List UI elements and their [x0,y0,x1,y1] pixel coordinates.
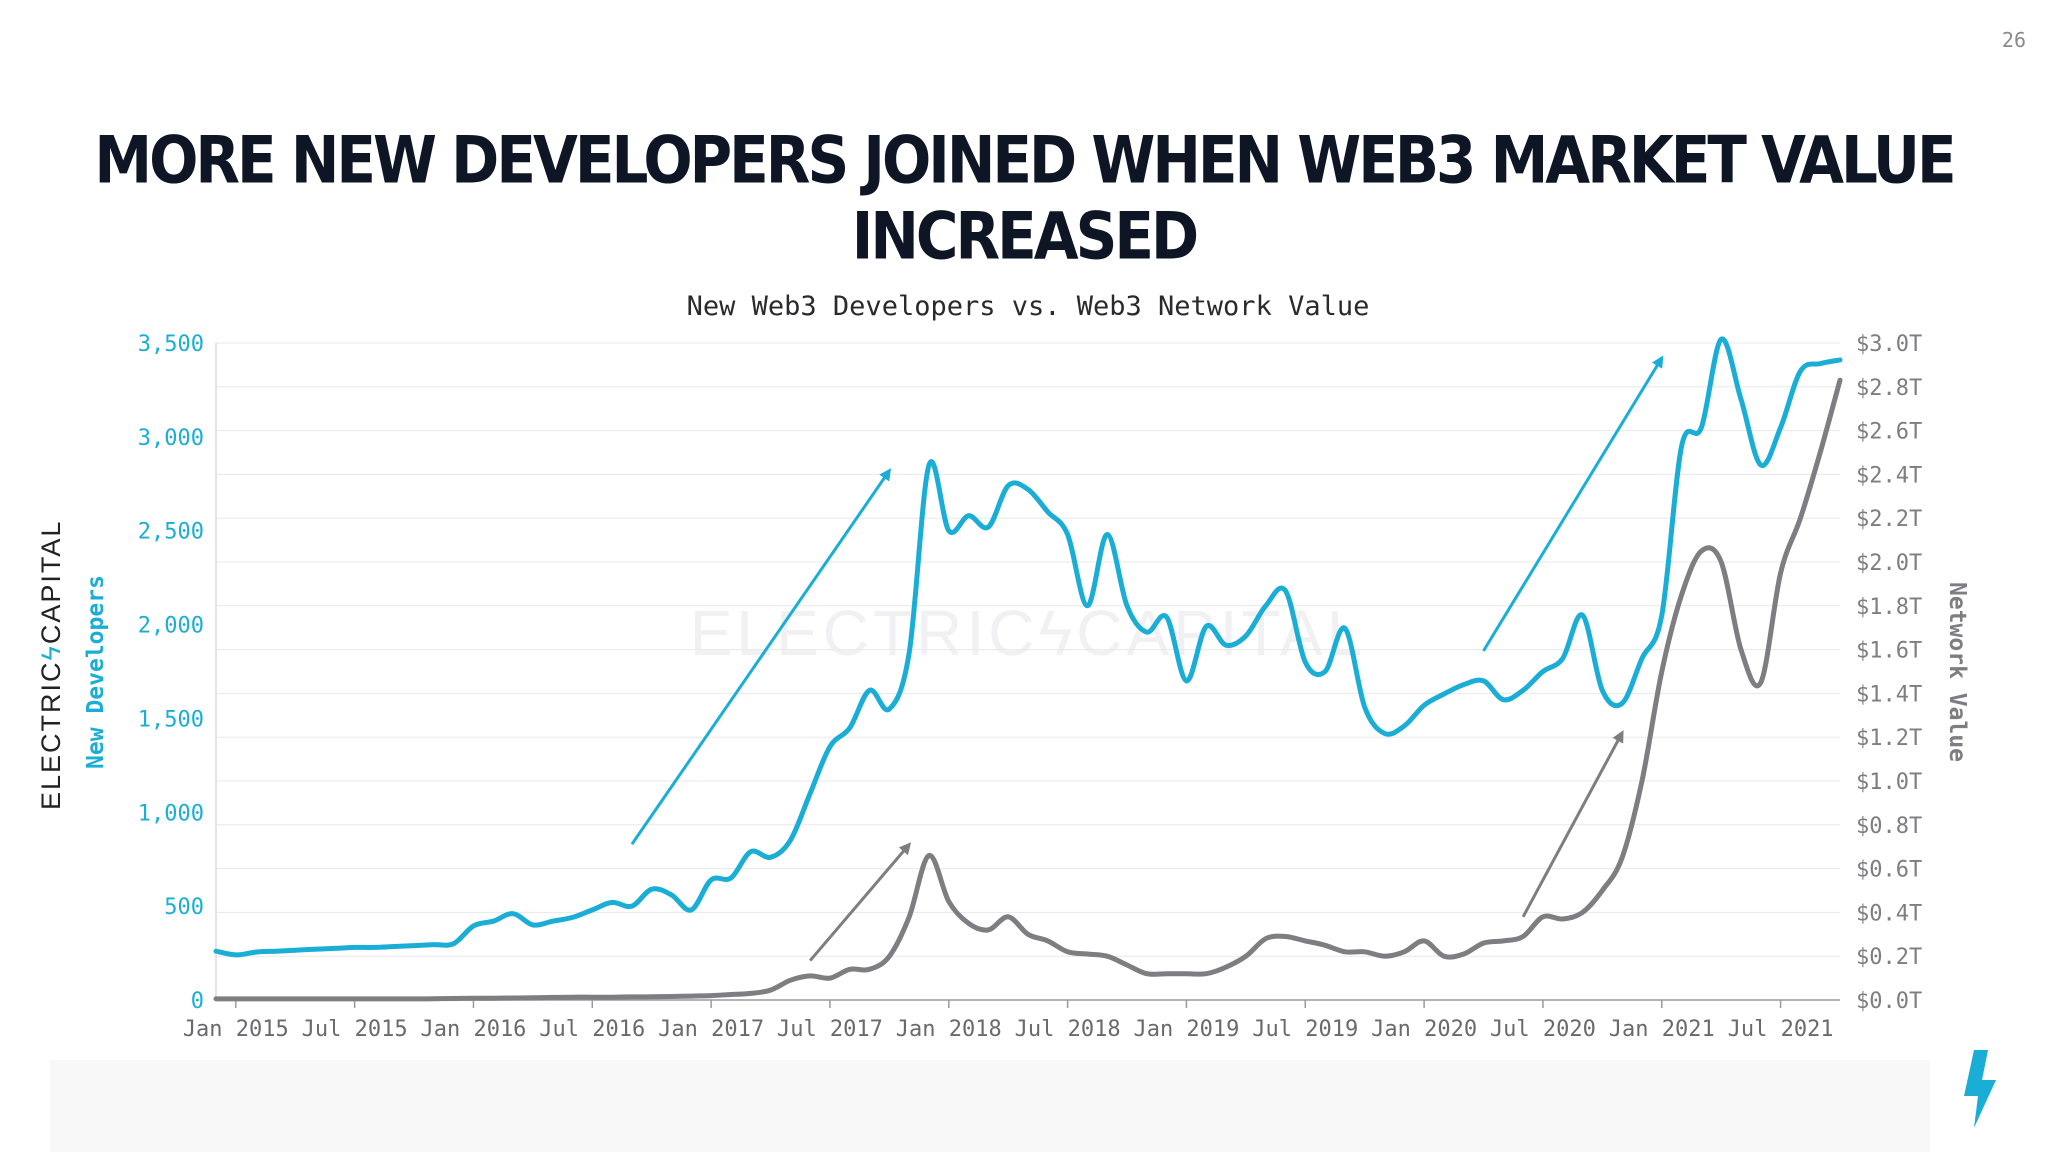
y-axis-right-title: Network Value [1944,582,1970,762]
y-tick-right-label: $2.4T [1856,463,1922,488]
y-tick-right-label: $0.8T [1856,814,1922,839]
x-tick-label: Jan 2015 [183,1017,289,1042]
y-tick-right-label: $0.6T [1856,858,1922,883]
x-tick-label: Jul 2018 [1015,1017,1121,1042]
x-tick-label: Jan 2020 [1371,1017,1477,1042]
annotation-arrow [630,468,892,846]
y-tick-right-label: $1.6T [1856,639,1922,664]
slide-number: 26 [2001,28,2026,52]
x-tick-label: Jul 2015 [302,1017,408,1042]
x-tick-label: Jan 2021 [1609,1017,1715,1042]
y-tick-right-label: $1.4T [1856,682,1922,707]
x-tick-label: Jan 2016 [420,1017,526,1042]
x-tick-label: Jan 2019 [1133,1017,1239,1042]
y-tick-left-label: 2,000 [138,614,204,639]
series-line-network-value [213,377,1843,1002]
y-tick-right-label: $0.0T [1856,989,1922,1014]
y-tick-right-label: $2.0T [1856,551,1922,576]
lightning-bolt-icon [1964,1050,1996,1128]
y-axis-left-title: New Developers [83,575,109,769]
x-tick-label: Jul 2020 [1490,1017,1596,1042]
y-tick-right-label: $1.2T [1856,726,1922,751]
annotation-arrow [1521,730,1624,918]
annotation-arrow [1482,355,1664,652]
annotation-arrow [809,842,912,962]
x-tick-label: Jul 2021 [1728,1017,1834,1042]
chart-title: New Web3 Developers vs. Web3 Network Val… [687,291,1370,322]
y-tick-right-label: $2.6T [1856,420,1922,445]
y-tick-left-label: 2,500 [138,520,204,545]
y-tick-right-label: $2.2T [1856,507,1922,532]
x-tick-label: Jul 2017 [777,1017,883,1042]
x-tick-label: Jan 2017 [658,1017,764,1042]
x-tick-label: Jan 2018 [896,1017,1002,1042]
y-tick-left-label: 0 [191,989,204,1014]
footer-band [50,1060,1930,1152]
y-tick-left-label: 3,500 [138,332,204,357]
y-tick-right-label: $2.8T [1856,376,1922,401]
slide-title: More New Developers Joined When Web3 Mar… [94,122,1956,275]
y-tick-left-label: 1,500 [138,707,204,732]
y-tick-right-label: $0.4T [1856,901,1922,926]
y-tick-right-label: $0.2T [1856,945,1922,970]
x-tick-label: Jul 2016 [539,1017,645,1042]
x-tick-label: Jul 2019 [1252,1017,1358,1042]
y-tick-left-label: 500 [164,895,204,920]
series-line-new-developers [213,336,1843,958]
y-tick-left-label: 1,000 [138,801,204,826]
y-tick-right-label: $1.8T [1856,595,1922,620]
y-tick-right-label: $1.0T [1856,770,1922,795]
y-tick-right-label: $3.0T [1856,332,1922,357]
y-tick-left-label: 3,000 [138,426,204,451]
